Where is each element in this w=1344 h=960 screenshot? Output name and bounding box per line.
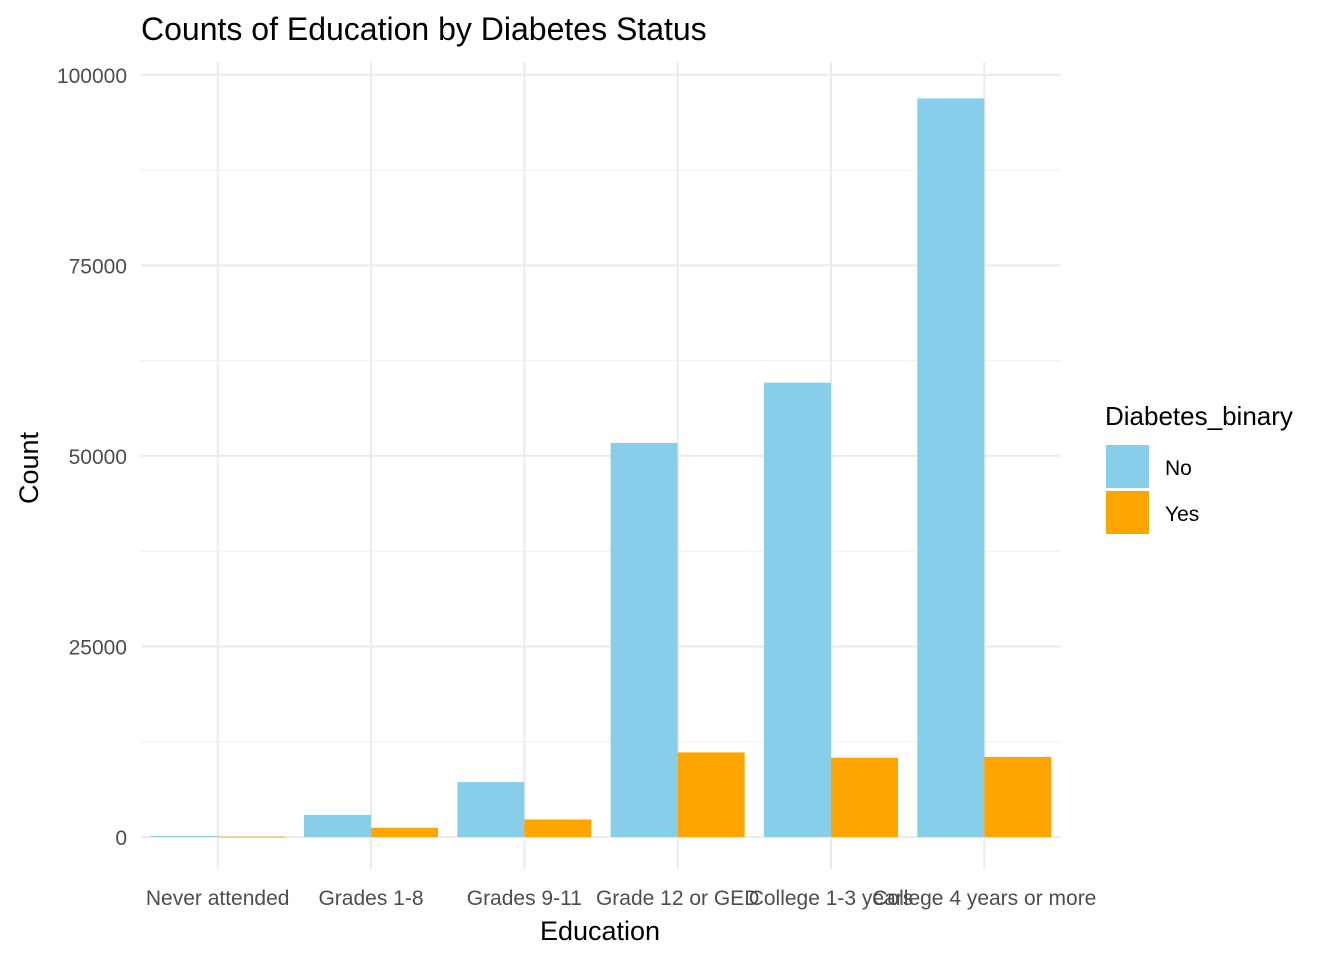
legend-label-yes: Yes bbox=[1165, 503, 1199, 526]
legend-key-no bbox=[1106, 445, 1149, 488]
x-tick-label: College 1-3 years bbox=[749, 887, 914, 910]
x-tick-label: College 4 years or more bbox=[872, 887, 1096, 910]
chart-title: Counts of Education by Diabetes Status bbox=[141, 11, 707, 47]
bar-yes bbox=[217, 836, 285, 838]
bar-yes bbox=[371, 827, 438, 837]
y-tick-label: 100000 bbox=[57, 65, 127, 88]
bar-no bbox=[150, 835, 218, 837]
bar-no bbox=[764, 382, 831, 837]
legend-label-no: No bbox=[1165, 457, 1192, 480]
bar-no bbox=[917, 98, 985, 837]
bar-yes bbox=[831, 757, 898, 837]
axis-ticks: 0 25000 50000 75000 100000 Never attended Grad… bbox=[57, 65, 1096, 910]
bar-yes bbox=[984, 756, 1052, 837]
x-axis-title: Education bbox=[540, 916, 660, 946]
bar-no bbox=[457, 782, 525, 837]
x-tick-label: Grades 9-11 bbox=[467, 887, 582, 910]
y-tick-label: 75000 bbox=[69, 255, 127, 278]
y-axis-title: Count bbox=[14, 431, 44, 504]
bars bbox=[150, 98, 1052, 838]
y-tick-label: 50000 bbox=[69, 446, 127, 469]
x-tick-label: Grades 1-8 bbox=[318, 887, 423, 910]
bar-no bbox=[304, 814, 371, 837]
x-tick-label: Never attended bbox=[146, 887, 290, 910]
bar-no bbox=[610, 442, 678, 837]
legend: Diabetes_binary No Yes bbox=[1105, 401, 1293, 534]
y-tick-label: 0 bbox=[115, 827, 127, 850]
x-tick-label: Grade 12 or GED bbox=[596, 887, 759, 910]
legend-key-yes bbox=[1106, 491, 1149, 534]
y-tick-label: 25000 bbox=[69, 636, 127, 659]
bar-yes bbox=[677, 752, 745, 837]
legend-title: Diabetes_binary bbox=[1105, 401, 1293, 431]
bar-yes bbox=[524, 819, 592, 837]
